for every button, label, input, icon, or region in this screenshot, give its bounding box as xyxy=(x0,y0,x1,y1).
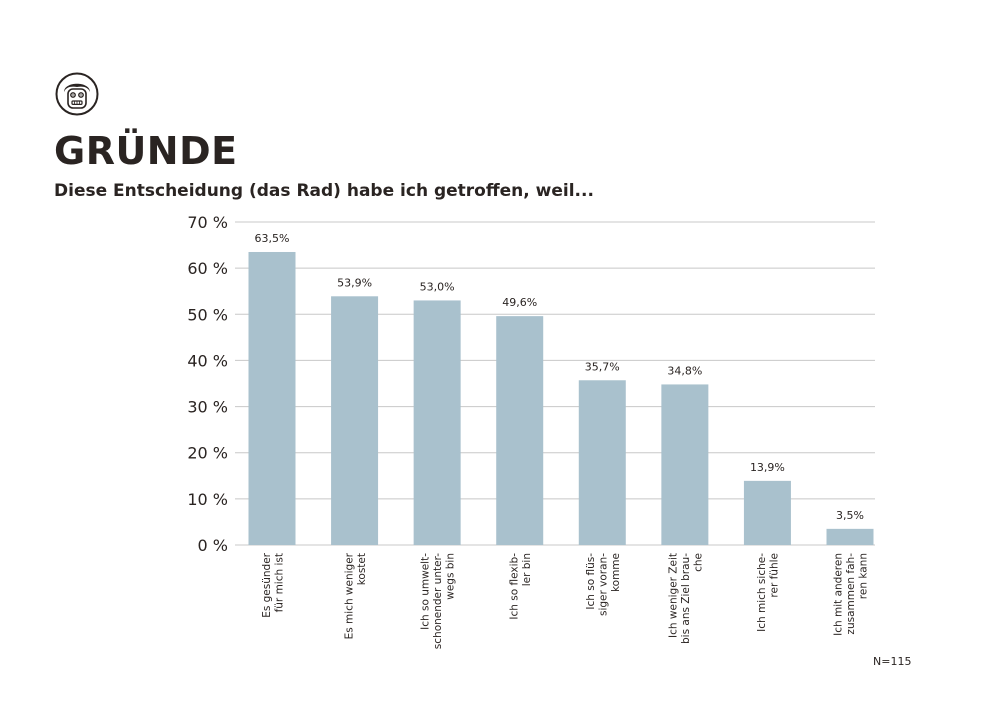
y-tick-label: 60 % xyxy=(187,259,228,278)
y-tick-label: 70 % xyxy=(187,213,228,232)
data-label: 53,0% xyxy=(420,280,455,293)
x-tick-label-line: Ich so flüs- xyxy=(585,553,597,610)
x-tick-label-line: für mich ist xyxy=(273,553,285,612)
x-tick-label-line: Ich mich siche- xyxy=(756,553,768,632)
y-tick-label: 0 % xyxy=(198,536,228,555)
bar xyxy=(496,316,544,545)
x-tick-label-line: rer fühle xyxy=(769,553,781,598)
y-tick-label: 20 % xyxy=(187,444,228,463)
bar xyxy=(413,300,461,545)
data-label: 63,5% xyxy=(255,232,290,245)
bar xyxy=(331,296,379,545)
x-tick-label-line: kostet xyxy=(356,553,368,585)
x-tick-label-line: Es gesünder xyxy=(261,552,273,617)
x-tick-label: Ich so umwelt-schonender unter-wegs bin xyxy=(420,553,457,649)
page-title: GRÜNDE xyxy=(54,129,238,173)
page-subtitle: Diese Entscheidung (das Rad) habe ich ge… xyxy=(54,181,594,201)
x-tick-label: Ich so flüs-siger voran-komme xyxy=(585,553,622,616)
data-label: 35,7% xyxy=(585,360,620,373)
x-tick-label-line: komme xyxy=(610,553,622,592)
x-tick-label-line: Ich so umwelt- xyxy=(420,553,432,630)
bar xyxy=(826,528,874,545)
data-label: 34,8% xyxy=(667,364,702,377)
x-tick-label-line: Es mich weniger xyxy=(343,552,355,639)
bar xyxy=(248,251,296,545)
x-tick-label: Es mich weniger kostet xyxy=(343,552,368,639)
x-tick-label: Ich mit anderen zusammen fah-ren kann xyxy=(833,553,870,636)
x-tick-label-line: wegs bin xyxy=(445,553,457,600)
bar xyxy=(743,480,791,545)
x-tick-label-line: Ich so flexib- xyxy=(508,553,520,620)
y-tick-label: 10 % xyxy=(187,490,228,509)
x-tick-label-line: ren kann xyxy=(858,553,870,599)
y-tick-label: 50 % xyxy=(187,305,228,324)
data-label: 53,9% xyxy=(337,276,372,289)
x-tick-label-line: zusammen fah- xyxy=(845,553,857,635)
x-tick-label-line: siger voran- xyxy=(597,553,609,616)
data-label: 3,5% xyxy=(836,509,864,522)
x-tick-label-line: ler bin xyxy=(521,553,533,586)
x-tick-label-line: Ich weniger Zeit xyxy=(667,553,679,638)
bar xyxy=(661,384,709,545)
y-tick-label: 30 % xyxy=(187,398,228,417)
x-tick-label: Ich so flexib-ler bin xyxy=(508,553,533,620)
y-tick-label: 40 % xyxy=(187,351,228,370)
data-label: 13,9% xyxy=(750,461,785,474)
x-tick-label: Es gesünder für mich ist xyxy=(261,552,286,617)
bar xyxy=(578,380,626,545)
data-label: 49,6% xyxy=(502,296,537,309)
x-tick-label-line: bis ans Ziel brau- xyxy=(680,553,692,644)
sample-size-note: N=115 xyxy=(873,655,912,668)
x-tick-label: Ich mich siche-rer fühle xyxy=(756,553,781,632)
x-tick-label-line: Ich mit anderen xyxy=(833,553,845,636)
cartoon-face-icon xyxy=(55,72,99,116)
x-tick-label: Ich weniger Zeit bis ans Ziel brau-che xyxy=(667,553,704,644)
x-tick-label-line: schonender unter- xyxy=(432,553,444,649)
x-tick-label-line: che xyxy=(692,553,704,572)
